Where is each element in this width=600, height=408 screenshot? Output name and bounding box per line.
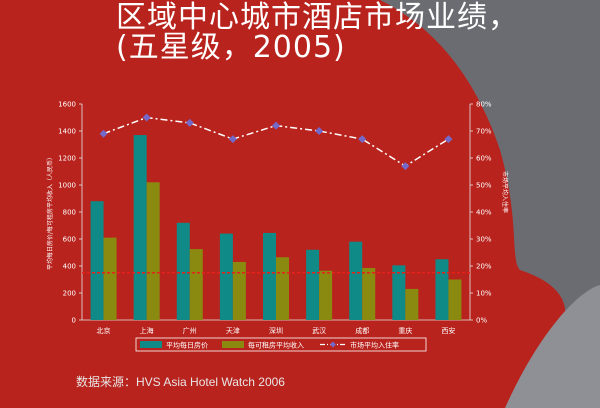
y-tick-label-left: 1400: [58, 128, 76, 136]
data-source-note: 数据来源：HVS Asia Hotel Watch 2006: [76, 375, 285, 389]
bar-adr: [306, 249, 320, 320]
y-tick-label-left: 400: [63, 263, 76, 271]
occupancy-marker: [358, 135, 367, 144]
occupancy-marker: [315, 127, 324, 135]
legend-box: [135, 337, 427, 352]
legend-revpar-swatch: [222, 341, 244, 348]
bar-adr: [392, 265, 406, 320]
occupancy-marker: [272, 121, 280, 130]
x-tick-label: 广州: [183, 326, 197, 335]
bar-revpar: [189, 249, 203, 320]
bar-revpar: [276, 257, 289, 320]
y-tick-label-left: 1600: [58, 101, 76, 109]
y-tick-label-right: 50%: [476, 182, 492, 190]
y-tick-label-left: 1000: [58, 182, 76, 190]
y-tick-label-left: 600: [63, 236, 76, 244]
legend-adr-label: 平均每日房价: [166, 341, 208, 350]
legend-adr-swatch: [140, 341, 162, 348]
bar-adr: [219, 233, 233, 320]
legend-occupancy-label: 市场平均入住率: [350, 341, 399, 350]
y-tick-label-right: 60%: [476, 155, 492, 163]
legend-revpar-label: 每可租房平均收入: [248, 341, 304, 350]
bar-adr: [263, 232, 276, 320]
y-tick-label-right: 80%: [476, 101, 492, 109]
occupancy-line-layer: [99, 113, 453, 171]
bars: [90, 135, 462, 320]
occupancy-marker: [185, 118, 194, 127]
bar-adr: [349, 241, 363, 320]
x-tick-label: 天津: [226, 327, 240, 335]
bar-adr: [90, 201, 104, 320]
title-line-2: (五星级，2005): [116, 30, 346, 65]
y-tick-label-right: 30%: [476, 236, 492, 244]
y-tick-label-left: 800: [63, 209, 76, 217]
bar-adr: [435, 259, 449, 320]
y-tick-label-right: 70%: [476, 128, 492, 136]
y-tick-label-right: 10%: [476, 290, 492, 298]
legend-occupancy-marker: [330, 341, 336, 348]
bar-adr: [133, 135, 147, 320]
x-tick-label: 上海: [140, 326, 154, 335]
occupancy-marker: [401, 162, 410, 171]
y-tick-label-right: 0%: [476, 317, 487, 325]
legend: 平均每日房价 每可租房平均收入 市场平均入住率: [135, 337, 427, 352]
bar-revpar: [103, 237, 117, 320]
chart-text: 平均每日房价/每可租房平均收入（人民币） 市场平均入住率 0 200 400 600 8…: [46, 101, 509, 336]
x-tick-label: 重庆: [398, 326, 412, 335]
occupancy-marker: [99, 129, 108, 138]
bar-revpar: [232, 261, 246, 320]
x-tick-label: 武汉: [312, 326, 326, 335]
y-axis-label-left: 平均每日房价/每可租房平均收入（人民币）: [46, 154, 54, 270]
occupancy-marker: [228, 135, 237, 144]
bar-adr: [176, 222, 190, 320]
y-tick-label-left: 200: [63, 290, 76, 298]
y-tick-label-left: 0: [72, 317, 76, 325]
bar-revpar: [405, 288, 419, 320]
occupancy-marker: [444, 135, 453, 144]
x-tick-label: 深圳: [269, 326, 283, 335]
y-tick-label-right: 40%: [476, 209, 492, 217]
x-tick-label: 北京: [97, 326, 111, 335]
bar-revpar: [448, 279, 462, 320]
title-line-1: 区域中心城市酒店市场业绩，: [116, 0, 519, 35]
bar-revpar: [319, 270, 333, 320]
x-tick-label: 西安: [441, 326, 455, 335]
bar-revpar: [146, 182, 160, 320]
y-tick-label-right: 20%: [476, 263, 492, 271]
y-axis-label-right: 市场平均入住率: [501, 171, 509, 213]
occupancy-marker: [142, 113, 151, 122]
bar-revpar: [362, 268, 376, 320]
y-tick-label-left: 1200: [58, 155, 76, 163]
x-tick-label: 成都: [355, 326, 369, 335]
